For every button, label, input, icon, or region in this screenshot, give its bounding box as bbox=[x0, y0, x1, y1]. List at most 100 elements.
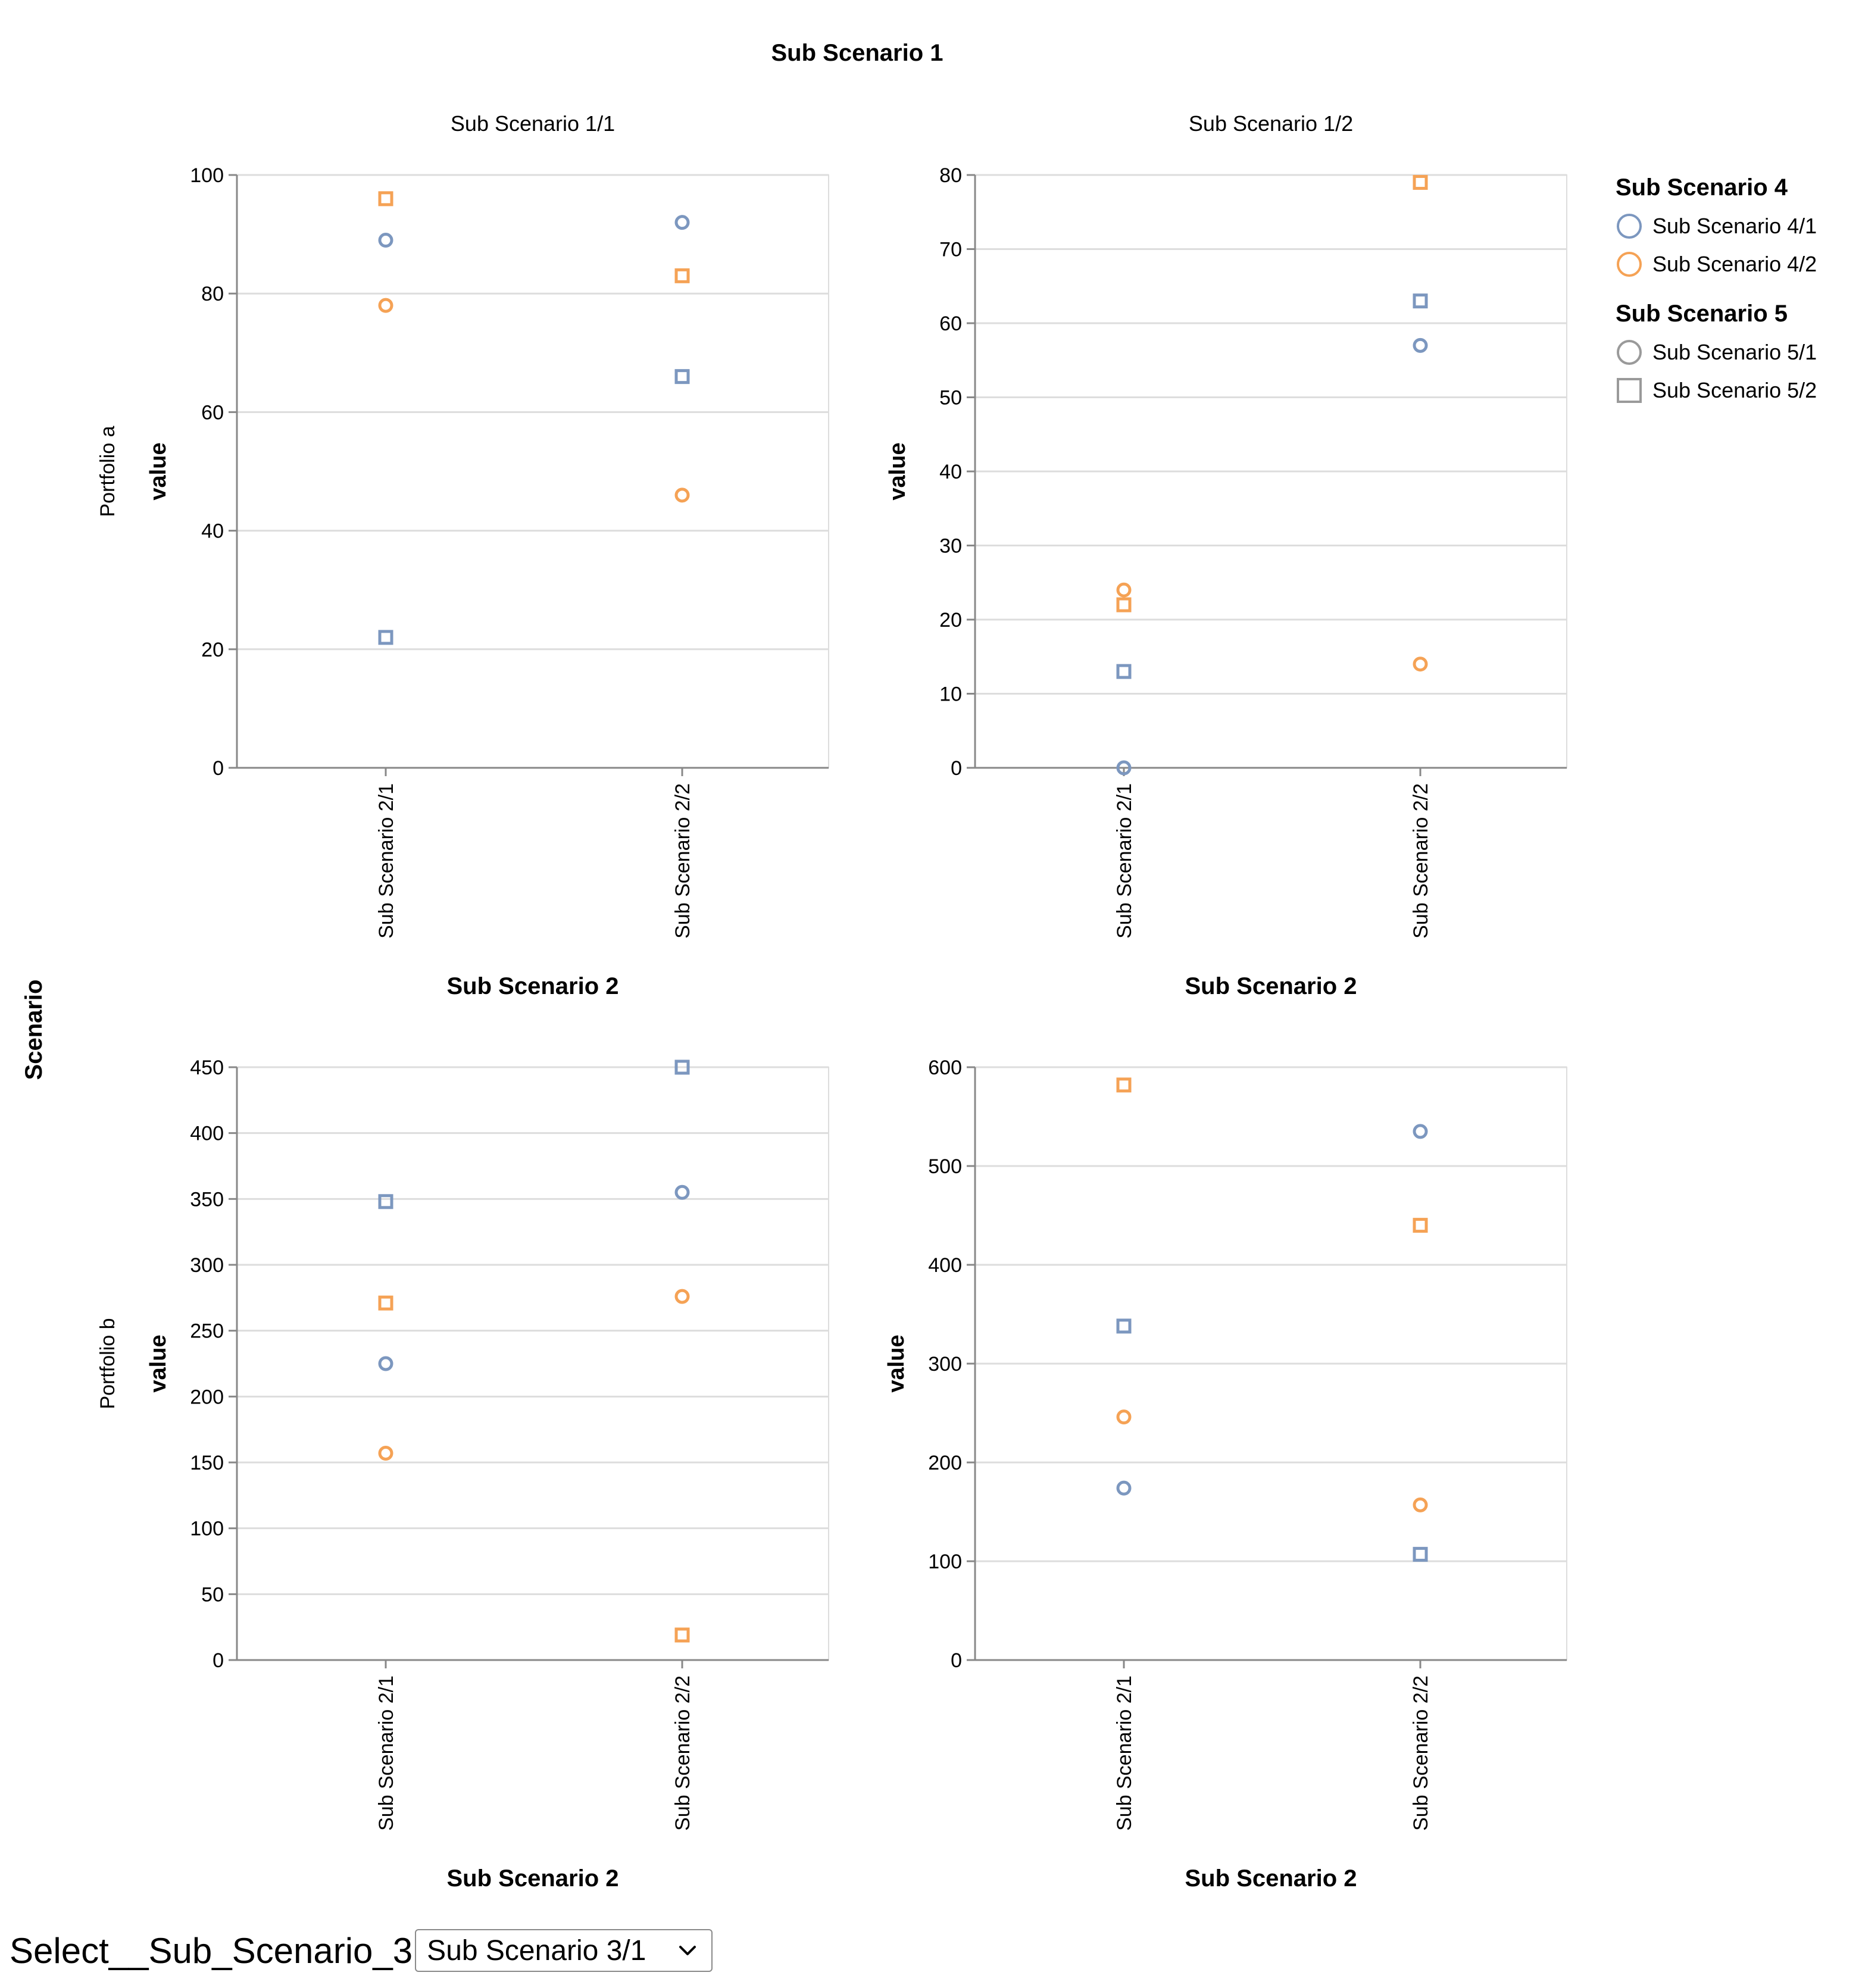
point-square bbox=[674, 369, 690, 385]
point-square bbox=[378, 191, 393, 207]
point-square bbox=[674, 268, 690, 283]
column-header: Sub Scenario 1/2 bbox=[1189, 111, 1353, 136]
y-tick-label: 30 bbox=[939, 535, 962, 558]
y-tick-label: 40 bbox=[201, 520, 224, 543]
row-header: Portfolio b bbox=[96, 1318, 119, 1409]
point-circle bbox=[1413, 337, 1428, 353]
point-circle bbox=[674, 487, 690, 503]
point-square bbox=[1413, 293, 1428, 309]
point-square bbox=[1413, 1218, 1428, 1233]
y-tick-label: 400 bbox=[190, 1123, 224, 1145]
point-square bbox=[674, 1627, 690, 1643]
y-tick-label: 400 bbox=[928, 1254, 962, 1277]
y-tick-label: 40 bbox=[939, 461, 962, 483]
point-square bbox=[1413, 1546, 1428, 1562]
point-circle bbox=[378, 1446, 393, 1461]
y-tick-label: 0 bbox=[213, 1649, 224, 1672]
y-tick-label: 200 bbox=[190, 1386, 224, 1408]
point-circle bbox=[674, 1289, 690, 1304]
point-circle bbox=[674, 1184, 690, 1200]
y-axis-title: value bbox=[885, 442, 910, 500]
point-square bbox=[1116, 1318, 1132, 1334]
y-tick-label: 50 bbox=[939, 387, 962, 410]
y-tick-label: 300 bbox=[190, 1254, 224, 1277]
x-tick-label: Sub Scenario 2/1 bbox=[1113, 783, 1136, 939]
y-tick-label: 100 bbox=[190, 164, 224, 187]
y-tick-label: 80 bbox=[939, 164, 962, 187]
y-tick-label: 450 bbox=[190, 1056, 224, 1079]
y-tick-label: 70 bbox=[939, 239, 962, 261]
x-axis-title: Sub Scenario 2 bbox=[1185, 973, 1357, 999]
point-circle bbox=[378, 298, 393, 313]
select-value: Sub Scenario 3/1 bbox=[427, 1934, 646, 1967]
y-tick-label: 200 bbox=[928, 1452, 962, 1474]
y-tick-label: 300 bbox=[928, 1353, 962, 1376]
row-title: Scenario bbox=[21, 980, 47, 1080]
y-tick-label: 0 bbox=[951, 1649, 962, 1672]
x-axis-title: Sub Scenario 2 bbox=[1185, 1865, 1357, 1892]
select-label: Select__Sub_Scenario_3 bbox=[10, 1930, 413, 1971]
legend-label: Sub Scenario 4/1 bbox=[1652, 214, 1817, 238]
y-tick-label: 150 bbox=[190, 1452, 224, 1474]
y-tick-label: 10 bbox=[939, 683, 962, 706]
y-tick-label: 20 bbox=[201, 639, 224, 661]
y-axis-title: value bbox=[146, 442, 171, 500]
x-tick-label: Sub Scenario 2/1 bbox=[375, 1676, 398, 1831]
y-tick-label: 20 bbox=[939, 609, 962, 632]
point-circle bbox=[1116, 582, 1132, 598]
legend-symbol-circle bbox=[1617, 340, 1642, 365]
x-tick-label: Sub Scenario 2/1 bbox=[375, 783, 398, 939]
x-axis-title: Sub Scenario 2 bbox=[447, 973, 619, 999]
y-tick-label: 500 bbox=[928, 1155, 962, 1178]
point-circle bbox=[1116, 1480, 1132, 1496]
x-tick-label: Sub Scenario 2/2 bbox=[1410, 783, 1432, 939]
y-tick-label: 0 bbox=[951, 757, 962, 780]
y-tick-label: 350 bbox=[190, 1188, 224, 1211]
point-square bbox=[378, 630, 393, 645]
y-tick-label: 0 bbox=[213, 757, 224, 780]
point-square bbox=[378, 1295, 393, 1311]
y-tick-label: 60 bbox=[939, 312, 962, 335]
legend-label: Sub Scenario 5/1 bbox=[1652, 340, 1817, 364]
point-square bbox=[1413, 174, 1428, 190]
y-tick-label: 50 bbox=[201, 1583, 224, 1606]
legend-symbol-circle bbox=[1617, 252, 1642, 277]
x-tick-label: Sub Scenario 2/2 bbox=[1410, 1676, 1432, 1831]
point-circle bbox=[378, 1356, 393, 1371]
x-tick-label: Sub Scenario 2/2 bbox=[671, 1676, 694, 1831]
plot-frame bbox=[236, 1067, 829, 1661]
legend-label: Sub Scenario 5/2 bbox=[1652, 378, 1817, 402]
legend-title-color: Sub Scenario 4 bbox=[1616, 174, 1788, 201]
point-square bbox=[1116, 597, 1132, 612]
x-axis-title: Sub Scenario 2 bbox=[447, 1865, 619, 1892]
point-circle bbox=[378, 233, 393, 248]
y-axis-title: value bbox=[146, 1334, 171, 1392]
y-tick-label: 100 bbox=[928, 1551, 962, 1573]
chart-title: Sub Scenario 1 bbox=[771, 40, 944, 66]
point-square bbox=[1116, 664, 1132, 679]
y-axis-title: value bbox=[884, 1334, 909, 1392]
point-circle bbox=[1413, 1497, 1428, 1512]
point-circle bbox=[1116, 760, 1132, 776]
y-tick-label: 600 bbox=[928, 1056, 962, 1079]
point-circle bbox=[1413, 657, 1428, 672]
legend-label: Sub Scenario 4/2 bbox=[1652, 252, 1817, 276]
point-circle bbox=[674, 215, 690, 230]
point-circle bbox=[1413, 1124, 1428, 1139]
sub-scenario-3-select[interactable]: Sub Scenario 3/1 bbox=[415, 1929, 713, 1972]
point-square bbox=[674, 1059, 690, 1075]
column-header: Sub Scenario 1/1 bbox=[451, 111, 615, 136]
point-square bbox=[1116, 1077, 1132, 1093]
y-tick-label: 100 bbox=[190, 1518, 224, 1540]
y-tick-label: 60 bbox=[201, 401, 224, 424]
y-tick-label: 80 bbox=[201, 283, 224, 305]
x-tick-label: Sub Scenario 2/2 bbox=[671, 783, 694, 939]
legend-symbol-circle bbox=[1617, 214, 1642, 239]
row-header: Portfolio a bbox=[96, 426, 119, 517]
sub-scenario-3-control: Select__Sub_Scenario_3 Sub Scenario 3/1 bbox=[10, 1924, 713, 1977]
legend-symbol-square bbox=[1617, 378, 1642, 403]
legend-title-shape: Sub Scenario 5 bbox=[1616, 301, 1788, 327]
y-tick-label: 250 bbox=[190, 1320, 224, 1343]
chevron-down-icon bbox=[679, 1946, 696, 1955]
